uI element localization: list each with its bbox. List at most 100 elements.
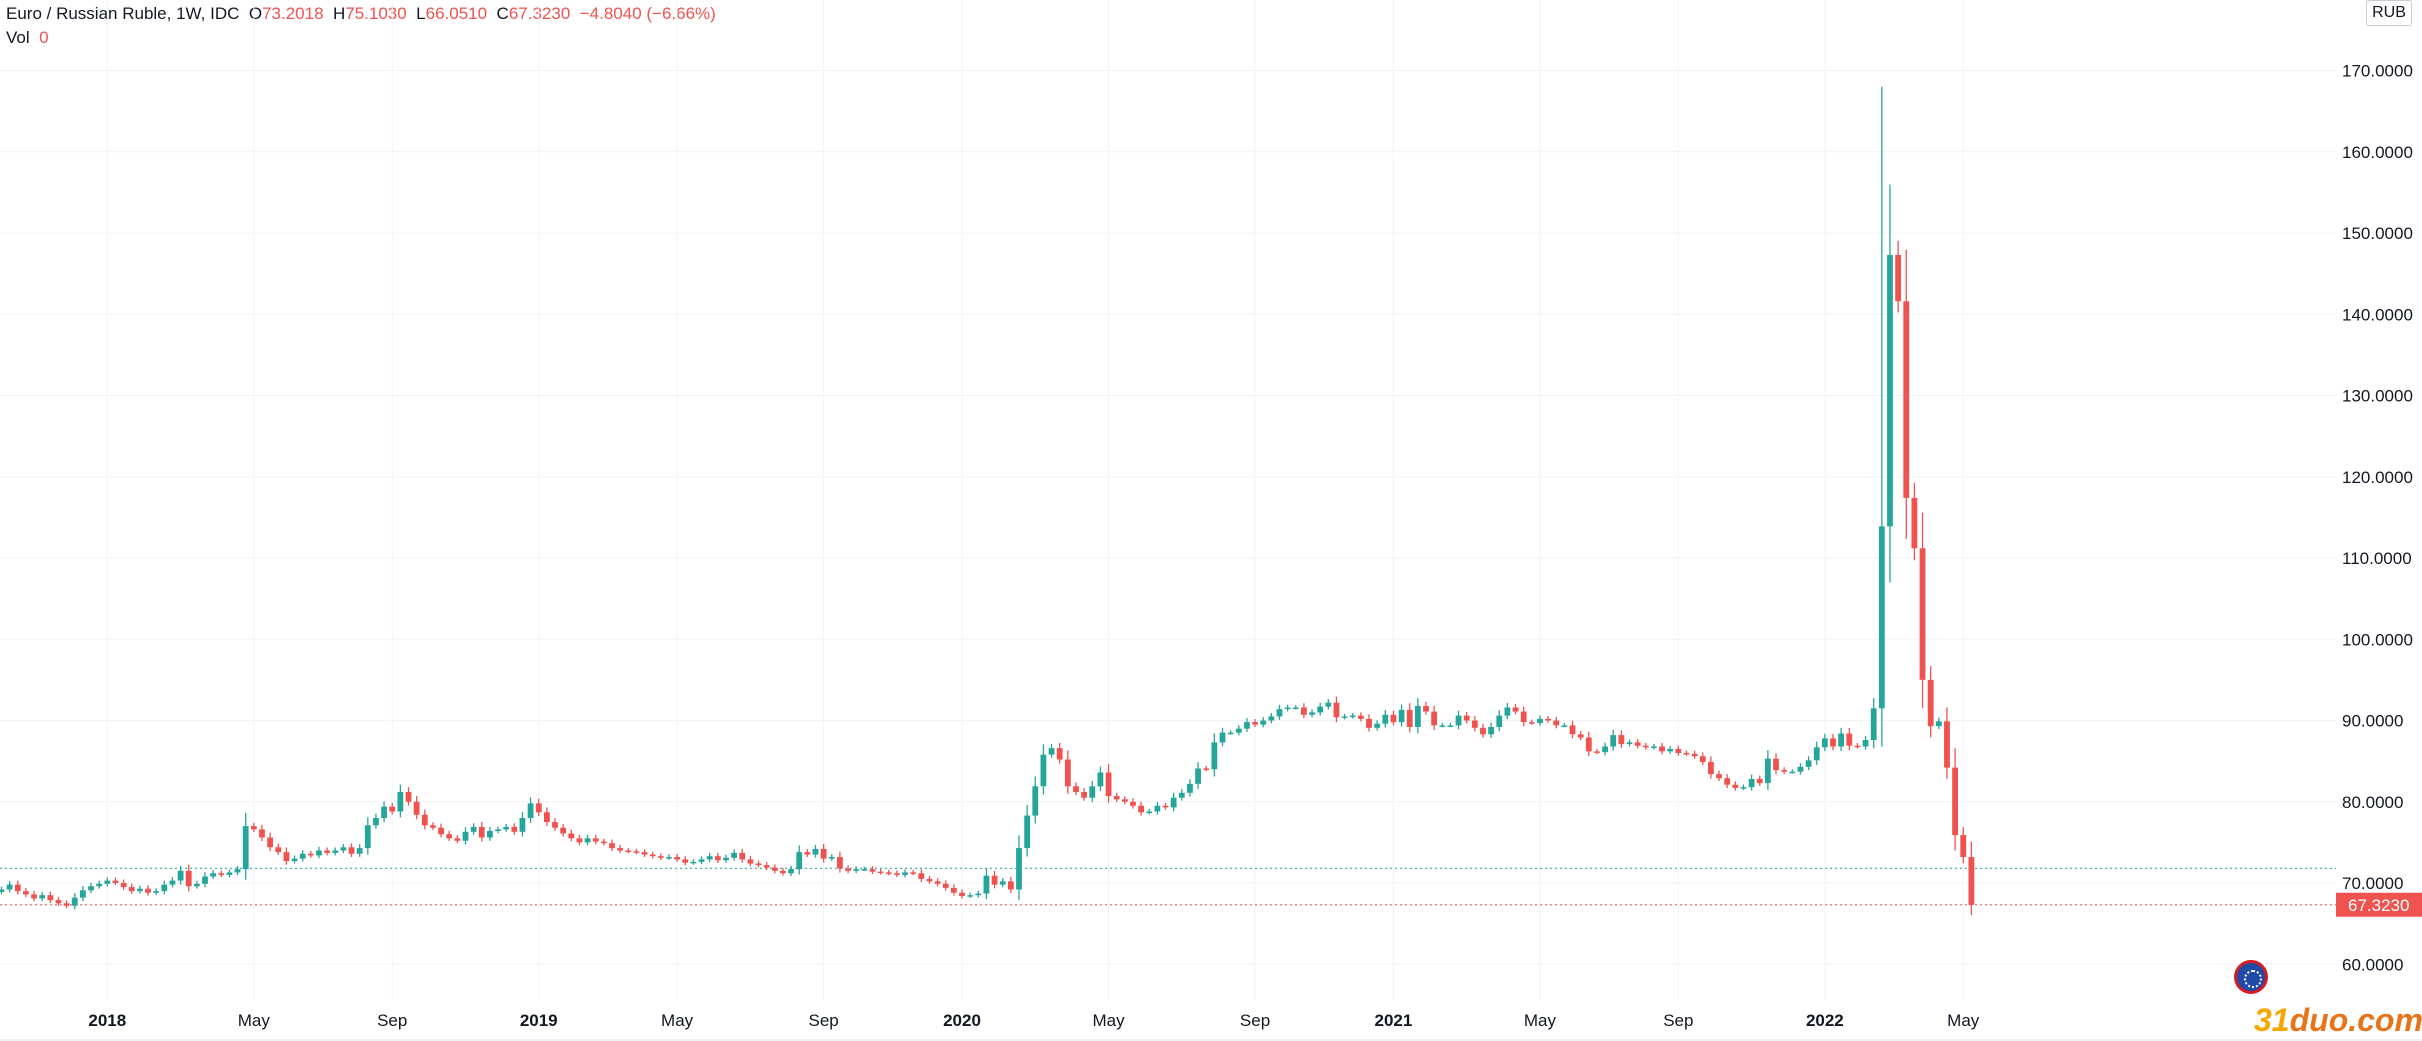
- candle-body[interactable]: [1846, 733, 1853, 746]
- candle-body[interactable]: [1455, 715, 1462, 726]
- candle-body[interactable]: [999, 881, 1006, 885]
- candle-body[interactable]: [1178, 792, 1185, 798]
- candle-body[interactable]: [1138, 805, 1144, 813]
- candle-body[interactable]: [1105, 772, 1112, 797]
- candle-body[interactable]: [63, 903, 70, 906]
- candle-body[interactable]: [894, 873, 900, 875]
- candle-body[interactable]: [723, 857, 729, 861]
- candle-body[interactable]: [218, 873, 225, 875]
- candle-body[interactable]: [324, 850, 330, 853]
- candle-body[interactable]: [698, 859, 705, 862]
- candle-body[interactable]: [503, 826, 510, 830]
- candle-body[interactable]: [1748, 779, 1755, 788]
- candle-body[interactable]: [731, 852, 737, 858]
- candle-body[interactable]: [454, 838, 461, 841]
- candle-body[interactable]: [1634, 742, 1641, 746]
- candle-body[interactable]: [242, 826, 249, 870]
- candle-body[interactable]: [1968, 857, 1975, 905]
- candle-body[interactable]: [14, 884, 21, 892]
- candle-body[interactable]: [1577, 734, 1584, 738]
- candle-body[interactable]: [690, 861, 697, 864]
- candle-body[interactable]: [788, 869, 794, 874]
- candle-body[interactable]: [1317, 706, 1324, 713]
- candle-body[interactable]: [1276, 709, 1283, 717]
- candle-body[interactable]: [226, 872, 233, 875]
- candle-body[interactable]: [1895, 254, 1902, 302]
- candle-body[interactable]: [1260, 720, 1267, 725]
- candle-body[interactable]: [560, 827, 567, 834]
- candle-body[interactable]: [1113, 796, 1120, 800]
- candle-body[interactable]: [487, 831, 493, 838]
- candle-body[interactable]: [519, 818, 526, 832]
- candle-body[interactable]: [1642, 745, 1649, 748]
- candle-body[interactable]: [1626, 742, 1633, 745]
- candle-body[interactable]: [267, 837, 274, 848]
- candle-body[interactable]: [430, 825, 436, 828]
- candle-body[interactable]: [511, 826, 518, 832]
- candle-body[interactable]: [600, 841, 607, 844]
- candle-body[interactable]: [348, 847, 355, 854]
- candle-body[interactable]: [845, 868, 851, 871]
- candle-body[interactable]: [1545, 718, 1551, 721]
- candle-body[interactable]: [1732, 784, 1739, 788]
- candle-body[interactable]: [1716, 774, 1722, 779]
- candle-body[interactable]: [1064, 759, 1071, 787]
- candle-body[interactable]: [1048, 748, 1055, 755]
- candle-body[interactable]: [657, 856, 664, 858]
- candle-body[interactable]: [983, 875, 990, 894]
- candle-body[interactable]: [446, 834, 453, 839]
- candle-body[interactable]: [1349, 715, 1356, 718]
- candle-body[interactable]: [55, 900, 62, 904]
- candle-body[interactable]: [1146, 811, 1153, 814]
- candle-body[interactable]: [1569, 725, 1576, 735]
- candle-body[interactable]: [1797, 766, 1804, 772]
- candle-body[interactable]: [625, 850, 632, 853]
- candle-body[interactable]: [1870, 708, 1877, 740]
- candle-body[interactable]: [291, 858, 298, 862]
- candle-body[interactable]: [820, 848, 827, 859]
- candle-body[interactable]: [1952, 767, 1958, 836]
- candle-body[interactable]: [1773, 758, 1779, 771]
- candle-body[interactable]: [275, 847, 282, 853]
- candle-body[interactable]: [96, 883, 103, 887]
- candle-body[interactable]: [633, 851, 640, 853]
- candle-body[interactable]: [177, 870, 184, 881]
- candle-body[interactable]: [869, 869, 876, 872]
- candle-body[interactable]: [1618, 735, 1625, 745]
- candle-body[interactable]: [1667, 748, 1674, 752]
- candle-body[interactable]: [462, 831, 469, 841]
- candle-body[interactable]: [1154, 805, 1161, 812]
- candle-body[interactable]: [535, 803, 542, 813]
- candle-body[interactable]: [568, 833, 575, 839]
- candle-body[interactable]: [1374, 723, 1381, 728]
- candle-body[interactable]: [617, 848, 624, 851]
- candle-body[interactable]: [1919, 548, 1926, 680]
- candle-body[interactable]: [853, 869, 860, 871]
- candle-body[interactable]: [796, 852, 803, 870]
- candle-body[interactable]: [1821, 738, 1828, 748]
- candle-body[interactable]: [397, 792, 404, 812]
- candle-body[interactable]: [902, 872, 908, 875]
- candle-body[interactable]: [299, 853, 306, 859]
- candle-body[interactable]: [755, 863, 762, 866]
- candle-body[interactable]: [666, 857, 672, 859]
- candle-body[interactable]: [1227, 732, 1234, 735]
- candle-body[interactable]: [495, 829, 501, 831]
- candle-body[interactable]: [1292, 707, 1299, 710]
- candle-body[interactable]: [1830, 738, 1836, 747]
- candle-body[interactable]: [1740, 787, 1747, 789]
- candle-body[interactable]: [861, 869, 868, 871]
- candle-body[interactable]: [926, 878, 933, 882]
- candle-body[interactable]: [1764, 758, 1771, 784]
- candle-body[interactable]: [1366, 718, 1372, 728]
- candle-body[interactable]: [0, 889, 5, 892]
- candle-body[interactable]: [942, 883, 949, 888]
- candle-body[interactable]: [1781, 770, 1788, 772]
- candle-body[interactable]: [421, 814, 428, 826]
- candle-body[interactable]: [543, 812, 550, 823]
- candle-body[interactable]: [193, 883, 200, 887]
- candle-body[interactable]: [1537, 718, 1543, 723]
- candle-body[interactable]: [1838, 733, 1845, 747]
- candle-body[interactable]: [136, 888, 143, 892]
- candle-body[interactable]: [975, 893, 982, 896]
